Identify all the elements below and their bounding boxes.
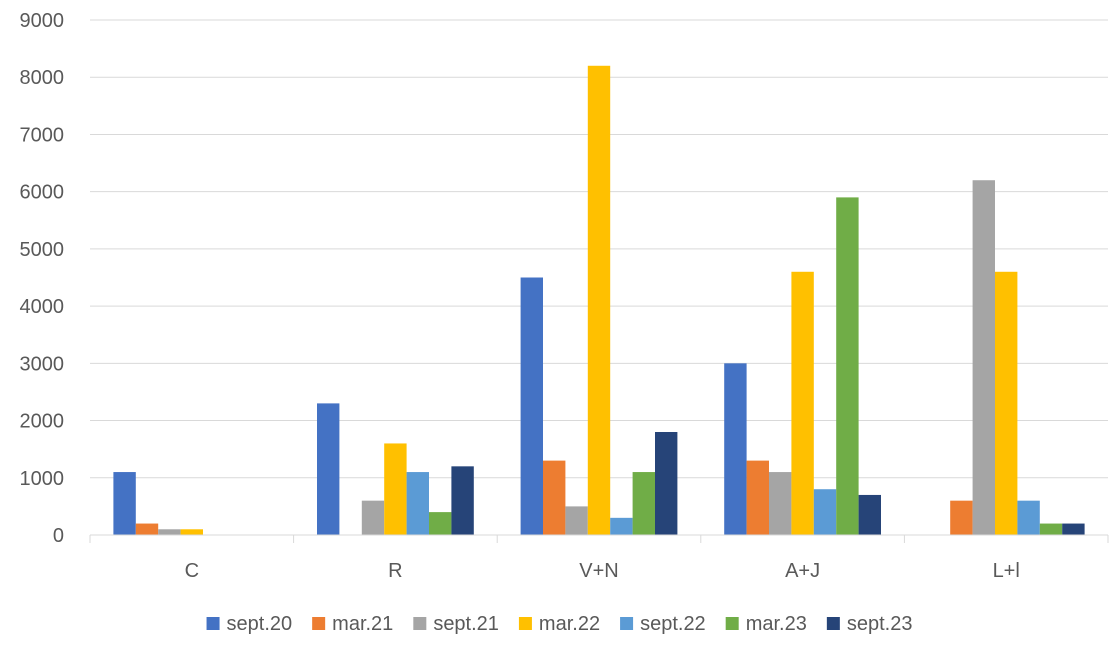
bar-mar-23-A+J	[836, 197, 859, 535]
legend-item: mar.21	[312, 613, 393, 635]
bar-sept-22-A+J	[813, 489, 837, 535]
bar-sept-23-L+l	[1062, 523, 1085, 535]
y-tick-label: 9000	[20, 10, 65, 32]
y-tick-label: 7000	[20, 124, 65, 146]
bar-mar-22-A+J	[791, 271, 814, 535]
y-tick-label: 0	[53, 525, 64, 547]
legend-item: mar.22	[518, 613, 600, 635]
y-tick-label: 3000	[20, 353, 65, 375]
legend-swatch	[826, 617, 840, 630]
legend-label: mar.22	[539, 613, 600, 635]
bar-sept-20-V+N	[520, 277, 543, 535]
legend-label: mar.21	[332, 613, 393, 635]
bar-sept-22-R	[406, 472, 429, 535]
legend-label: sept.22	[640, 613, 706, 635]
bar-mar-21-A+J	[746, 460, 769, 535]
x-axis: C R V+N A+J L+l	[89, 534, 1109, 582]
bar-sept-23-A+J	[858, 494, 881, 535]
legend-swatch	[725, 617, 739, 630]
legend-swatch	[518, 617, 532, 630]
y-axis-ticks: 0 1000 2000 3000 4000 5000 6000 7000 8000 9000	[20, 10, 65, 547]
legend-item: sept.20	[206, 613, 293, 635]
bar-mar-22-V+N	[587, 65, 611, 536]
y-tick-label: 1000	[20, 468, 65, 490]
legend-label: sept.23	[847, 613, 913, 635]
bar-sept-20-C	[113, 472, 136, 535]
bar-mar-22-R	[384, 443, 407, 535]
bar-mar-23-L+l	[1039, 523, 1063, 535]
bar-sept-23-R	[451, 466, 474, 535]
bar-sept-21-R	[361, 500, 385, 535]
bars	[113, 65, 1085, 536]
legend-item: sept.21	[413, 613, 499, 635]
legend-label: sept.21	[433, 613, 499, 635]
bar-sept-20-R	[317, 403, 340, 535]
bar-mar-21-C	[135, 523, 159, 535]
y-tick-label: 5000	[20, 239, 65, 261]
legend-swatch	[620, 617, 634, 630]
bar-sept-22-L+l	[1017, 500, 1040, 535]
legend-label: mar.23	[746, 613, 807, 635]
bar-sept-21-V+N	[565, 506, 588, 535]
legend-item: sept.23	[826, 613, 913, 635]
y-tick-label: 2000	[20, 411, 65, 433]
bar-sept-23-V+N	[655, 432, 678, 535]
x-category-label: A+J	[785, 560, 820, 582]
bar-mar-22-L+l	[995, 271, 1018, 535]
legend-item: sept.22	[620, 613, 706, 635]
legend-swatch	[312, 617, 326, 630]
bar-sept-21-A+J	[769, 472, 792, 535]
bar-sept-21-C	[158, 529, 181, 535]
legend-item: mar.23	[725, 613, 807, 635]
bar-sept-20-A+J	[724, 363, 747, 535]
legend-label: sept.20	[227, 613, 293, 635]
bar-sept-22-V+N	[610, 517, 633, 535]
legend: sept.20 mar.21 sept.21 mar.22 sept.22 mar.23 s…	[206, 613, 913, 635]
bar-mar-22-C	[180, 529, 203, 535]
bar-mar-23-V+N	[632, 472, 655, 535]
bar-sept-21-L+l	[972, 180, 995, 535]
legend-swatch	[413, 617, 427, 630]
bar-mar-23-R	[429, 512, 452, 535]
x-category-label: V+N	[579, 560, 618, 582]
legend-swatch	[206, 617, 220, 630]
y-tick-label: 6000	[20, 182, 65, 204]
y-tick-label: 4000	[20, 296, 65, 318]
bar-mar-21-V+N	[543, 460, 566, 535]
bar-mar-21-L+l	[950, 500, 973, 535]
x-category-label: C	[185, 560, 199, 582]
x-category-label: L+l	[993, 560, 1020, 582]
y-tick-label: 8000	[20, 67, 65, 89]
x-category-label: R	[388, 560, 402, 582]
